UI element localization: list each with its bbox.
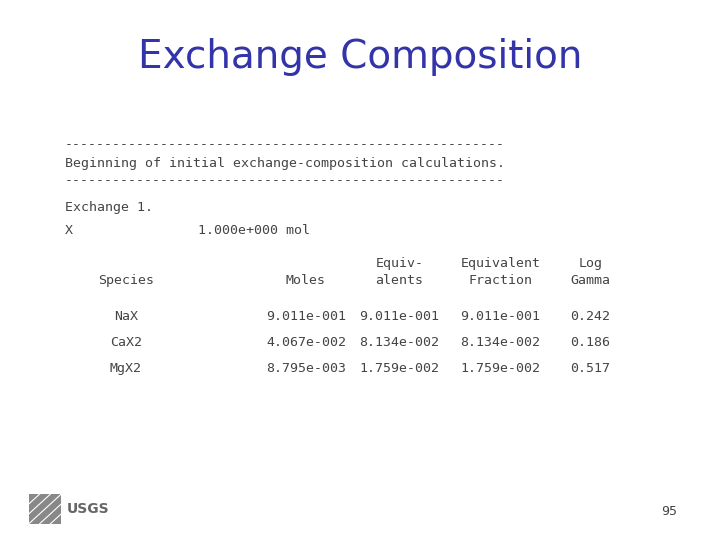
Text: 95: 95 [661,505,677,518]
Text: 9.011e-001: 9.011e-001 [266,310,346,323]
Text: 0.242: 0.242 [570,310,611,323]
Text: MgX2: MgX2 [110,362,142,375]
Bar [29,494,61,524]
Text: Equivalent: Equivalent [460,256,541,269]
Text: 1.759e-002: 1.759e-002 [359,362,440,375]
Text: alents: alents [376,274,423,287]
Text: NaX: NaX [114,310,138,323]
Text: -------------------------------------------------------: ----------------------------------------… [65,138,505,151]
Text: 8.134e-002: 8.134e-002 [460,336,541,349]
Text: 9.011e-001: 9.011e-001 [359,310,440,323]
Text: Beginning of initial exchange-composition calculations.: Beginning of initial exchange-compositio… [65,157,505,170]
Text: 1.759e-002: 1.759e-002 [460,362,541,375]
Text: 4.067e-002: 4.067e-002 [266,336,346,349]
Text: 8.795e-003: 8.795e-003 [266,362,346,375]
Text: -------------------------------------------------------: ----------------------------------------… [65,174,505,187]
Text: USGS: USGS [67,502,109,516]
Text: Fraction: Fraction [469,274,532,287]
Text: Species: Species [98,274,154,287]
Text: Exchange 1.: Exchange 1. [65,201,153,214]
Text: Exchange Composition: Exchange Composition [138,38,582,76]
Text: 0.517: 0.517 [570,362,611,375]
Text: CaX2: CaX2 [110,336,142,349]
Text: Gamma: Gamma [570,274,611,287]
Text: 9.011e-001: 9.011e-001 [460,310,541,323]
Text: Moles: Moles [286,274,326,287]
Text: 8.134e-002: 8.134e-002 [359,336,440,349]
Text: 1.000e+000 mol: 1.000e+000 mol [198,224,310,237]
Text: Equiv-: Equiv- [376,256,423,269]
Text: Log: Log [578,256,603,269]
Text: X: X [65,224,73,237]
Text: 0.186: 0.186 [570,336,611,349]
